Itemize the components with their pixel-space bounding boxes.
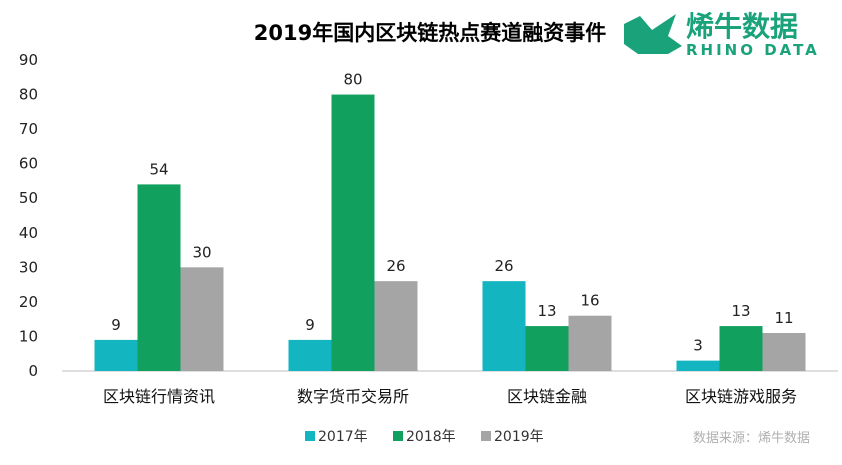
bar: [181, 267, 224, 371]
bar: [375, 281, 418, 371]
bar: [483, 281, 526, 371]
bar: [95, 340, 138, 371]
category-label: 数字货币交易所: [297, 387, 409, 406]
bar: [677, 361, 720, 371]
y-tick-label: 20: [19, 293, 38, 311]
data-label: 54: [149, 160, 168, 178]
bar: [720, 326, 763, 371]
y-tick-label: 80: [19, 86, 38, 104]
data-label: 80: [343, 71, 362, 89]
category-label: 区块链游戏服务: [685, 387, 797, 406]
legend: 2017年 2018年 2019年: [305, 429, 544, 445]
data-label: 3: [693, 337, 703, 355]
bar: [526, 326, 569, 371]
data-label: 9: [305, 316, 315, 334]
y-tick-label: 10: [19, 327, 38, 345]
bar: [763, 333, 806, 371]
y-tick-label: 0: [28, 362, 38, 380]
legend-swatch: [305, 431, 315, 441]
rhino-icon: [624, 14, 682, 54]
legend-label: 2017年: [318, 429, 368, 445]
category-labels-group: 区块链行情资讯 数字货币交易所 区块链金融 区块链游戏服务: [103, 387, 797, 406]
bar-chart: 2019年国内区块链热点赛道融资事件 烯牛数据 RHINO DATA 0 10 20…: [0, 0, 842, 465]
data-label: 13: [537, 302, 556, 320]
bar: [289, 340, 332, 371]
data-label: 16: [580, 292, 599, 310]
y-tick-label: 90: [19, 51, 38, 69]
brand-name-cn: 烯牛数据: [686, 10, 798, 43]
data-label: 11: [774, 309, 793, 327]
bar: [332, 95, 375, 371]
legend-swatch: [481, 431, 491, 441]
legend-swatch: [393, 431, 403, 441]
legend-label: 2018年: [406, 429, 456, 445]
chart-title: 2019年国内区块链热点赛道融资事件: [254, 21, 606, 45]
y-tick-label: 60: [19, 155, 38, 173]
data-label: 13: [731, 302, 750, 320]
y-tick-label: 40: [19, 224, 38, 242]
data-label: 26: [386, 257, 405, 275]
brand-logo: 烯牛数据 RHINO DATA: [624, 10, 820, 59]
data-label: 26: [494, 257, 513, 275]
y-tick-label: 50: [19, 189, 38, 207]
data-label: 9: [111, 316, 121, 334]
category-label: 区块链行情资讯: [103, 387, 215, 406]
bar: [138, 184, 181, 371]
y-tick-label: 70: [19, 120, 38, 138]
legend-label: 2019年: [494, 429, 544, 445]
data-label: 30: [192, 243, 211, 261]
brand-name-en: RHINO DATA: [686, 41, 820, 59]
bar: [569, 316, 612, 371]
source-note: 数据来源：烯牛数据: [693, 431, 810, 446]
bars-group: [95, 95, 806, 371]
y-tick-label: 30: [19, 258, 38, 276]
category-label: 区块链金融: [507, 387, 587, 406]
